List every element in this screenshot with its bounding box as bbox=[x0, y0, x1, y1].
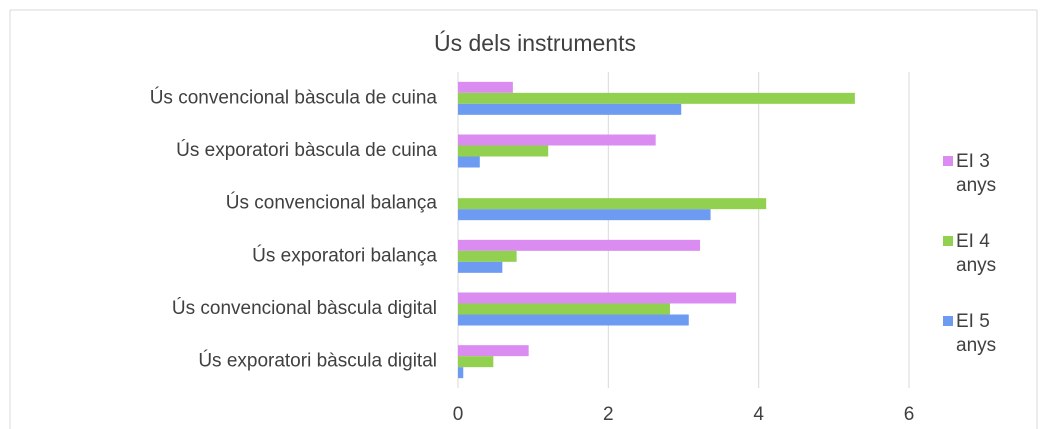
bar bbox=[458, 303, 670, 315]
x-tick-label: 2 bbox=[603, 404, 614, 425]
bar bbox=[458, 81, 513, 93]
y-tick-label: Ús exporatori bàscula de cuina bbox=[176, 139, 437, 161]
bar bbox=[458, 356, 494, 368]
legend-label: EI 3 anys bbox=[956, 151, 997, 196]
y-tick-label: Ús convencional bàscula de cuina bbox=[150, 86, 438, 108]
bar bbox=[458, 239, 701, 251]
bar bbox=[458, 367, 464, 379]
bar bbox=[458, 261, 503, 273]
bar bbox=[458, 103, 682, 115]
bar bbox=[458, 250, 517, 262]
y-tick-label: Ús exporatori bàscula digital bbox=[198, 350, 437, 372]
bar bbox=[458, 156, 480, 168]
bar bbox=[458, 345, 529, 357]
y-tick-label: Ús exporatori balança bbox=[252, 244, 437, 266]
legend-label: EI 4 anys bbox=[956, 231, 997, 276]
bar bbox=[458, 209, 711, 221]
legend-label: EI 5 anys bbox=[956, 311, 997, 356]
legend-swatch bbox=[943, 236, 953, 246]
bar bbox=[458, 314, 689, 326]
x-tick-label: 6 bbox=[904, 404, 915, 425]
x-tick-label: 0 bbox=[453, 404, 464, 425]
bar bbox=[458, 92, 855, 104]
x-tick-label: 4 bbox=[753, 404, 764, 425]
legend-swatch bbox=[943, 316, 953, 326]
bar bbox=[458, 198, 767, 210]
chart-title: Ús dels instruments bbox=[434, 30, 636, 56]
bar bbox=[458, 134, 656, 146]
y-tick-label: Ús convencional bàscula digital bbox=[172, 297, 437, 319]
bar bbox=[458, 145, 549, 157]
legend-swatch bbox=[943, 156, 953, 166]
y-tick-label: Ús convencional balança bbox=[226, 192, 438, 214]
bar bbox=[458, 292, 737, 304]
